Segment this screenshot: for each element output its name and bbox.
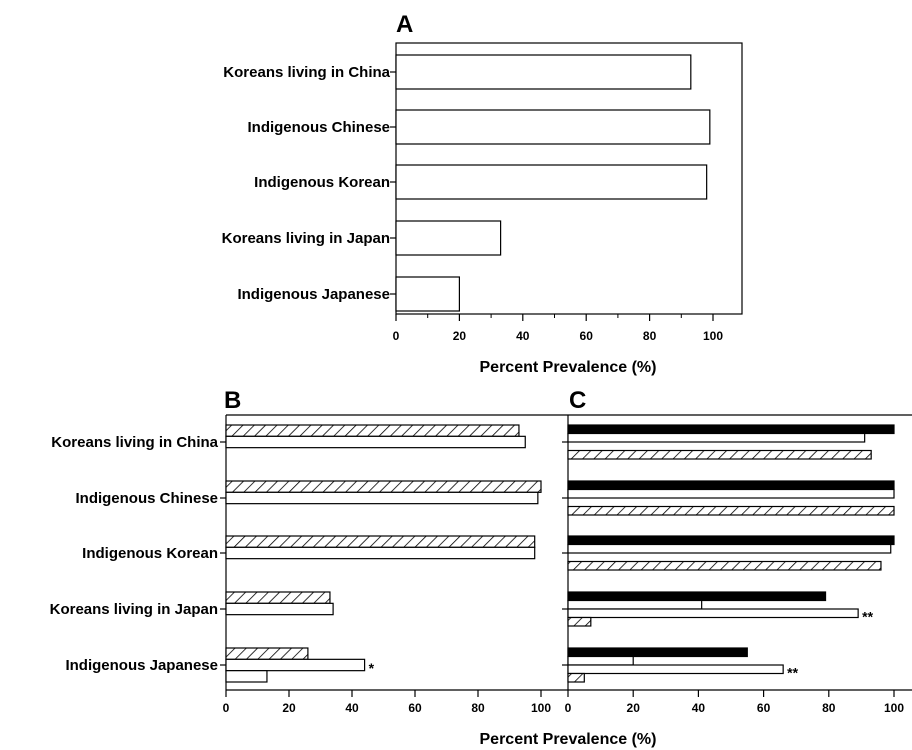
panel-c-bar bbox=[567, 664, 784, 675]
panel-c-bar bbox=[567, 655, 634, 666]
panel-b: B Koreans living in China Indigenous Chin… bbox=[50, 387, 568, 715]
panel-c-bar bbox=[567, 608, 859, 619]
panel-c-bar bbox=[567, 432, 866, 443]
panel-c-bar bbox=[567, 543, 892, 554]
panel-c-x-tick-label: 60 bbox=[757, 701, 771, 715]
panel-b-bar bbox=[225, 435, 526, 449]
panel-c-bar bbox=[567, 535, 895, 546]
panel-b-bar bbox=[225, 535, 536, 548]
panel-a-marks: Koreans living in China Indigenous Chines… bbox=[222, 54, 723, 343]
panel-c-bar bbox=[567, 505, 895, 516]
panel-b-x-tick-label: 40 bbox=[345, 701, 359, 715]
panel-a-x-tick-label: 100 bbox=[703, 329, 723, 343]
panel-b-x-tick-label: 20 bbox=[282, 701, 296, 715]
panel-c-x-tick-label: 80 bbox=[822, 701, 836, 715]
panel-b-bar bbox=[225, 658, 366, 672]
panel-c-bar bbox=[567, 647, 748, 658]
panel-b-bar bbox=[225, 480, 542, 493]
panel-b-bar bbox=[225, 591, 331, 604]
panel-a-x-tick-label: 20 bbox=[453, 329, 467, 343]
panel-a: A Koreans living in China Indigenous Chin… bbox=[222, 11, 743, 376]
panel-b-bar bbox=[225, 546, 536, 560]
panel-a-letter: A bbox=[396, 11, 413, 38]
panel-c-bar bbox=[567, 488, 895, 499]
panel-a-bar bbox=[395, 109, 711, 145]
panel-c-bar bbox=[567, 480, 895, 491]
panel-c-x-tick-label: 100 bbox=[884, 701, 904, 715]
panel-a-x-tick-label: 60 bbox=[580, 329, 594, 343]
panel-a-x-tick-label: 40 bbox=[516, 329, 530, 343]
panel-b-x-tick-label: 0 bbox=[223, 701, 230, 715]
panel-c-letter: C bbox=[569, 387, 586, 414]
panel-c-bar bbox=[567, 599, 703, 610]
shared-xlabel: Percent Prevalence (%) bbox=[480, 731, 657, 748]
panel-a-category-label: Indigenous Korean bbox=[254, 174, 390, 191]
panel-b-significance-label: * bbox=[369, 660, 375, 676]
panel-b-x-tick-label: 80 bbox=[471, 701, 485, 715]
panel-a-category-label: Koreans living in Japan bbox=[222, 230, 390, 247]
panel-a-bar bbox=[395, 164, 708, 200]
panel-c-x-tick-label: 40 bbox=[692, 701, 706, 715]
panel-c-bar bbox=[567, 672, 585, 683]
panel-c-bar bbox=[567, 560, 882, 571]
panel-b-category-label: Indigenous Korean bbox=[82, 545, 218, 562]
panel-b-bar bbox=[225, 491, 539, 505]
panel-b-bar bbox=[225, 670, 268, 683]
panel-a-bar bbox=[395, 276, 461, 312]
panel-c: C ** ** 0 20 40 60 80 100 bbox=[562, 387, 912, 715]
panel-b-category-label: Indigenous Chinese bbox=[75, 490, 218, 507]
panel-b-category-label: Koreans living in China bbox=[51, 434, 218, 451]
panel-b-marks: Koreans living in China Indigenous Chines… bbox=[50, 424, 551, 715]
panel-b-letter: B bbox=[224, 387, 241, 414]
panel-a-bar bbox=[395, 220, 502, 256]
panel-b-x-tick-label: 60 bbox=[408, 701, 422, 715]
panel-c-x-tick-label: 0 bbox=[565, 701, 572, 715]
panel-a-xlabel: Percent Prevalence (%) bbox=[480, 359, 657, 376]
panel-a-category-label: Indigenous Chinese bbox=[247, 119, 390, 136]
panel-b-bar bbox=[225, 602, 334, 616]
panel-a-bar bbox=[395, 54, 692, 90]
panel-b-category-label: Indigenous Japanese bbox=[65, 657, 218, 674]
panel-c-significance-label: ** bbox=[787, 664, 798, 680]
panel-b-x-tick-label: 100 bbox=[531, 701, 551, 715]
panel-c-bar bbox=[567, 616, 592, 627]
panel-b-bar bbox=[225, 424, 520, 437]
panel-b-bar bbox=[225, 647, 309, 660]
panel-c-bar bbox=[567, 449, 872, 460]
panel-a-category-label: Indigenous Japanese bbox=[237, 286, 390, 303]
panel-b-category-label: Koreans living in Japan bbox=[50, 601, 218, 618]
panel-a-x-tick-label: 0 bbox=[393, 329, 400, 343]
panel-a-category-label: Koreans living in China bbox=[223, 64, 390, 81]
panel-c-marks: ** ** 0 20 40 60 80 100 bbox=[562, 424, 904, 715]
panel-c-bar bbox=[567, 424, 895, 435]
panel-a-x-tick-label: 80 bbox=[643, 329, 657, 343]
panel-c-bar bbox=[567, 591, 827, 602]
panel-c-significance-label: ** bbox=[862, 608, 873, 624]
panel-c-x-tick-label: 20 bbox=[627, 701, 641, 715]
